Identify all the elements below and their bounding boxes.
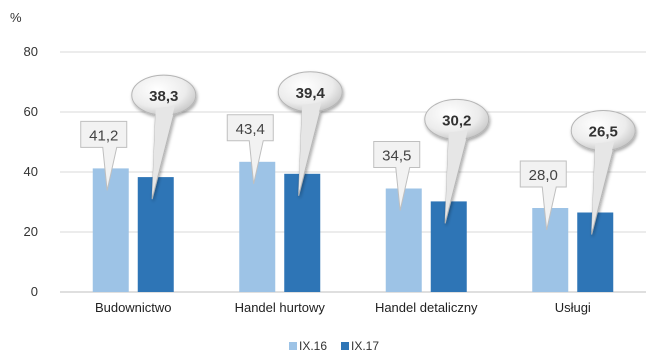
bars [92,161,614,292]
data-label-text-ix17-1: 39,4 [296,85,326,102]
callout-box-ix16-3 [519,160,567,231]
y-axis-ticks: 0 20 40 60 80 [24,44,38,299]
category-label-2: Handel detaliczny [375,300,478,315]
data-label-text-ix17-0: 38,3 [149,88,178,105]
y-tick-80: 80 [24,44,38,59]
bar-ix17-1 [284,173,321,292]
bar-ix16-3 [532,208,569,292]
x-axis-labels: Budownictwo Handel hurtowy Handel detalicz… [95,300,591,315]
y-tick-60: 60 [24,104,38,119]
category-label-0: Budownictwo [95,300,172,315]
callout-tail-fill-ix17-2 [445,130,468,221]
data-label-text-ix17-3: 26,5 [589,124,618,141]
callout-tail-fill-ix17-0 [152,106,175,197]
data-label-ix16-2: 34,5 [373,141,421,211]
data-label-ix17-2: 30,2 [424,98,490,224]
callout-tail-fill-ix17-3 [591,141,615,232]
bar-ix16-1 [239,161,276,292]
data-label-text-ix16-1: 43,4 [236,121,265,138]
callout-box-ix16-1 [226,114,274,184]
callout-box-ix16-0 [80,120,128,191]
data-label-ix16-1: 43,4 [226,114,274,184]
category-label-3: Usługi [555,300,591,315]
callout-box-ix16-2 [373,141,421,211]
y-tick-20: 20 [24,224,38,239]
data-label-text-ix16-3: 28,0 [529,167,558,184]
data-label-text-ix16-2: 34,5 [382,148,411,165]
data-label-ix17-0: 38,3 [131,74,197,200]
legend-swatch-ix16 [289,342,297,350]
y-tick-0: 0 [31,284,38,299]
data-label-text-ix17-2: 30,2 [442,112,471,129]
data-labels: 41,2 38,3 43,4 39,4 34,5 30,2 28,0 26,5 [80,71,636,235]
data-label-ix16-3: 28,0 [519,160,567,231]
callout-tail-fill-ix17-1 [298,102,322,193]
data-label-text-ix16-0: 41,2 [89,127,118,144]
data-label-ix16-0: 41,2 [80,120,128,191]
y-axis-unit: % [10,10,22,25]
bar-ix16-2 [385,188,422,292]
legend: IX.16 IX.17 [289,339,379,352]
category-label-1: Handel hurtowy [235,300,326,315]
legend-label-ix17: IX.17 [351,339,379,352]
legend-label-ix16: IX.16 [299,339,327,352]
bar-ix17-2 [430,201,467,292]
bar-ix16-0 [92,168,129,292]
y-tick-40: 40 [24,164,38,179]
data-label-ix17-1: 39,4 [277,71,343,196]
bar-ix17-0 [137,177,174,292]
bar-ix17-3 [577,212,614,292]
legend-swatch-ix17 [341,342,349,350]
data-label-ix17-3: 26,5 [570,110,636,235]
